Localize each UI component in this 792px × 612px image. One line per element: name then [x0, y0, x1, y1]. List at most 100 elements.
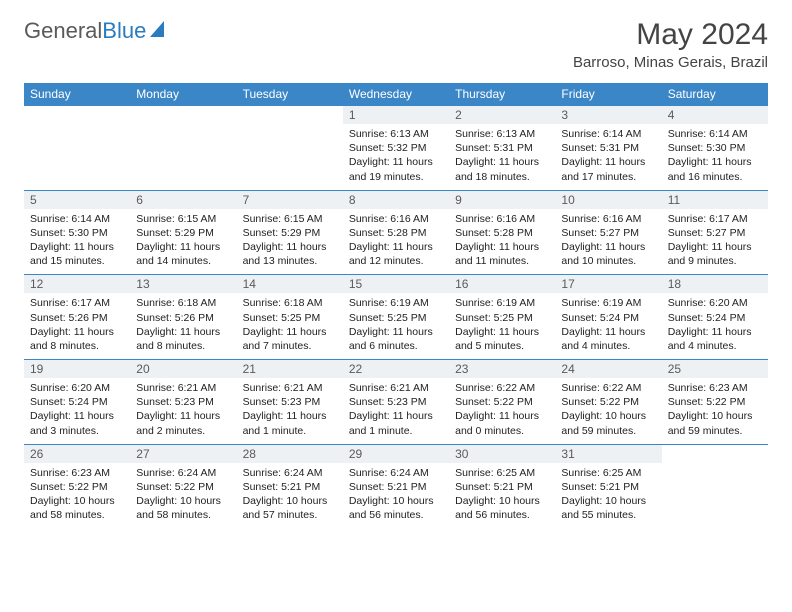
day-details: Sunrise: 6:21 AMSunset: 5:23 PMDaylight:…: [237, 378, 343, 444]
day-number: 30: [449, 445, 555, 463]
day-number: 15: [343, 275, 449, 293]
logo: GeneralBlue: [24, 18, 164, 44]
calendar-day-cell: 10 Sunrise: 6:16 AMSunset: 5:27 PMDayligh…: [555, 190, 661, 275]
day-details: Sunrise: 6:25 AMSunset: 5:21 PMDaylight:…: [449, 463, 555, 529]
sunset-text: Sunset: 5:26 PM: [30, 311, 124, 325]
daylight-text: Daylight: 11 hours and 7 minutes.: [243, 325, 337, 353]
sunrise-text: Sunrise: 6:13 AM: [455, 127, 549, 141]
daylight-text: Daylight: 11 hours and 0 minutes.: [455, 409, 549, 437]
calendar-day-cell: 14Sunrise: 6:18 AMSunset: 5:25 PMDayligh…: [237, 275, 343, 360]
location-label: Barroso, Minas Gerais, Brazil: [573, 54, 768, 71]
daylight-text: Daylight: 11 hours and 18 minutes.: [455, 155, 549, 183]
daylight-text: Daylight: 11 hours and 4 minutes.: [668, 325, 762, 353]
calendar-day-cell: 12Sunrise: 6:17 AMSunset: 5:26 PMDayligh…: [24, 275, 130, 360]
daylight-text: Daylight: 10 hours and 57 minutes.: [243, 494, 337, 522]
logo-text-2: Blue: [102, 18, 146, 43]
calendar-week-row: 19Sunrise: 6:20 AMSunset: 5:24 PMDayligh…: [24, 360, 768, 445]
day-details: Sunrise: 6:20 AMSunset: 5:24 PMDaylight:…: [662, 293, 768, 359]
calendar-day-cell: 26Sunrise: 6:23 AMSunset: 5:22 PMDayligh…: [24, 444, 130, 528]
calendar-day-cell: [237, 106, 343, 191]
sunrise-text: Sunrise: 6:20 AM: [668, 296, 762, 310]
sunrise-text: Sunrise: 6:18 AM: [243, 296, 337, 310]
day-details: Sunrise: 6:17 AMSunset: 5:27 PMDaylight:…: [662, 209, 768, 275]
logo-text-1: General: [24, 18, 102, 43]
day-number: 1: [343, 106, 449, 124]
sunrise-text: Sunrise: 6:16 AM: [561, 212, 655, 226]
day-details: Sunrise: 6:14 AMSunset: 5:30 PMDaylight:…: [24, 209, 130, 275]
calendar-day-cell: 9Sunrise: 6:16 AMSunset: 5:28 PMDaylight…: [449, 190, 555, 275]
day-details: Sunrise: 6:19 AMSunset: 5:24 PMDaylight:…: [555, 293, 661, 359]
day-details: Sunrise: 6:23 AMSunset: 5:22 PMDaylight:…: [662, 378, 768, 444]
day-details: Sunrise: 6:17 AMSunset: 5:26 PMDaylight:…: [24, 293, 130, 359]
sunset-text: Sunset: 5:25 PM: [455, 311, 549, 325]
calendar-day-cell: 1Sunrise: 6:13 AMSunset: 5:32 PMDaylight…: [343, 106, 449, 191]
daylight-text: Daylight: 11 hours and 13 minutes.: [243, 240, 337, 268]
day-details: Sunrise: 6:21 AMSunset: 5:23 PMDaylight:…: [130, 378, 236, 444]
day-number: 19: [24, 360, 130, 378]
sunrise-text: Sunrise: 6:23 AM: [668, 381, 762, 395]
day-details: Sunrise: 6:13 AMSunset: 5:32 PMDaylight:…: [343, 124, 449, 190]
day-details: Sunrise: 6:18 AMSunset: 5:25 PMDaylight:…: [237, 293, 343, 359]
calendar-day-cell: 22Sunrise: 6:21 AMSunset: 5:23 PMDayligh…: [343, 360, 449, 445]
daylight-text: Daylight: 10 hours and 56 minutes.: [455, 494, 549, 522]
calendar-body: 1Sunrise: 6:13 AMSunset: 5:32 PMDaylight…: [24, 106, 768, 529]
calendar-day-cell: 8Sunrise: 6:16 AMSunset: 5:28 PMDaylight…: [343, 190, 449, 275]
day-number: 29: [343, 445, 449, 463]
sunrise-text: Sunrise: 6:25 AM: [561, 466, 655, 480]
daylight-text: Daylight: 11 hours and 14 minutes.: [136, 240, 230, 268]
day-number: 10: [555, 191, 661, 209]
daylight-text: Daylight: 11 hours and 17 minutes.: [561, 155, 655, 183]
calendar-day-cell: 29Sunrise: 6:24 AMSunset: 5:21 PMDayligh…: [343, 444, 449, 528]
sunrise-text: Sunrise: 6:24 AM: [349, 466, 443, 480]
day-number: 14: [237, 275, 343, 293]
daylight-text: Daylight: 11 hours and 12 minutes.: [349, 240, 443, 268]
calendar-day-cell: 5Sunrise: 6:14 AMSunset: 5:30 PMDaylight…: [24, 190, 130, 275]
sunset-text: Sunset: 5:23 PM: [136, 395, 230, 409]
sunrise-text: Sunrise: 6:17 AM: [668, 212, 762, 226]
sunrise-text: Sunrise: 6:18 AM: [136, 296, 230, 310]
daylight-text: Daylight: 11 hours and 8 minutes.: [136, 325, 230, 353]
sunset-text: Sunset: 5:27 PM: [561, 226, 655, 240]
day-details: Sunrise: 6:24 AMSunset: 5:22 PMDaylight:…: [130, 463, 236, 529]
day-details: Sunrise: 6:22 AMSunset: 5:22 PMDaylight:…: [555, 378, 661, 444]
day-number: 18: [662, 275, 768, 293]
calendar-day-cell: [662, 444, 768, 528]
calendar-day-cell: 2Sunrise: 6:13 AMSunset: 5:31 PMDaylight…: [449, 106, 555, 191]
calendar-day-cell: 28Sunrise: 6:24 AMSunset: 5:21 PMDayligh…: [237, 444, 343, 528]
day-number: 21: [237, 360, 343, 378]
day-number: 20: [130, 360, 236, 378]
sunrise-text: Sunrise: 6:22 AM: [561, 381, 655, 395]
calendar-day-cell: 4Sunrise: 6:14 AMSunset: 5:30 PMDaylight…: [662, 106, 768, 191]
calendar-day-cell: 6Sunrise: 6:15 AMSunset: 5:29 PMDaylight…: [130, 190, 236, 275]
sunrise-text: Sunrise: 6:13 AM: [349, 127, 443, 141]
sunrise-text: Sunrise: 6:25 AM: [455, 466, 549, 480]
daylight-text: Daylight: 11 hours and 9 minutes.: [668, 240, 762, 268]
sunset-text: Sunset: 5:23 PM: [243, 395, 337, 409]
daylight-text: Daylight: 11 hours and 10 minutes.: [561, 240, 655, 268]
sunset-text: Sunset: 5:21 PM: [455, 480, 549, 494]
calendar-day-cell: [130, 106, 236, 191]
calendar-day-cell: 17Sunrise: 6:19 AMSunset: 5:24 PMDayligh…: [555, 275, 661, 360]
sunset-text: Sunset: 5:24 PM: [561, 311, 655, 325]
day-number: 23: [449, 360, 555, 378]
day-number: 31: [555, 445, 661, 463]
daylight-text: Daylight: 11 hours and 5 minutes.: [455, 325, 549, 353]
sunset-text: Sunset: 5:30 PM: [30, 226, 124, 240]
day-number: 6: [130, 191, 236, 209]
day-number: 12: [24, 275, 130, 293]
calendar-week-row: 12Sunrise: 6:17 AMSunset: 5:26 PMDayligh…: [24, 275, 768, 360]
day-details: Sunrise: 6:14 AMSunset: 5:30 PMDaylight:…: [662, 124, 768, 190]
day-number: 8: [343, 191, 449, 209]
sunrise-text: Sunrise: 6:21 AM: [243, 381, 337, 395]
day-details: Sunrise: 6:19 AMSunset: 5:25 PMDaylight:…: [343, 293, 449, 359]
title-block: May 2024 Barroso, Minas Gerais, Brazil: [573, 18, 768, 71]
sunset-text: Sunset: 5:21 PM: [349, 480, 443, 494]
daylight-text: Daylight: 10 hours and 58 minutes.: [30, 494, 124, 522]
sunset-text: Sunset: 5:29 PM: [243, 226, 337, 240]
weekday-header: Friday: [555, 83, 661, 106]
day-number: 2: [449, 106, 555, 124]
sunrise-text: Sunrise: 6:19 AM: [561, 296, 655, 310]
weekday-header: Thursday: [449, 83, 555, 106]
weekday-header: Monday: [130, 83, 236, 106]
calendar-day-cell: 21Sunrise: 6:21 AMSunset: 5:23 PMDayligh…: [237, 360, 343, 445]
